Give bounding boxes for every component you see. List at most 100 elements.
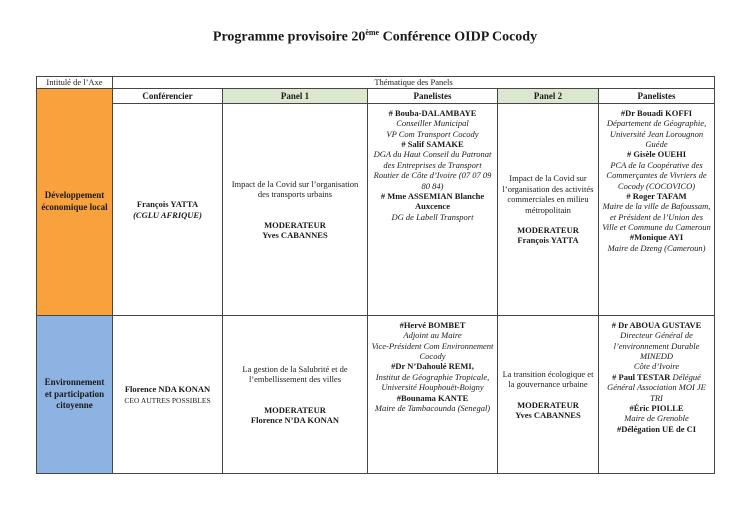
text-segment: La transition écologique et la gouvernan… — [502, 368, 594, 390]
text-segment: Département de Géographie, Université Je… — [606, 118, 707, 150]
text-segment: # Dr ABOUA GUSTAVE — [611, 320, 702, 330]
cell-panelistes-1-row1: # Bouba-DALAMBAYE Conseiller Municipal VP … — [367, 103, 498, 316]
program-table: Intitulé de l’Axe Thématique des Panels … — [36, 76, 716, 474]
text-line: # Roger TAFAM — [602, 191, 711, 201]
page-title-text: Programme provisoire 20 — [212, 29, 366, 45]
text-line: # Gisèle OUEHI — [602, 149, 711, 159]
cell-panel-1-row2: La gestion de la Salubrité et de l’embel… — [222, 315, 368, 474]
text-segment: Florence N’DA KONAN — [250, 414, 340, 425]
cell-panel-2-row2: La transition écologique et la gouvernan… — [497, 315, 599, 474]
text-line: (CGLU AFRIQUE) — [116, 210, 219, 220]
text-line: #Éric PIOLLE — [602, 403, 711, 413]
text-line: Directeur Général de l’environnement Dur… — [602, 330, 711, 351]
axis-cell-developpement-economique-local: Développement économique local — [36, 88, 113, 316]
cell-panelistes-1-row2: #Hervé BOMBET Adjoint au Maire Vice-Présid… — [367, 315, 498, 474]
text-segment: Impact de la Covid sur l’organisation de… — [502, 173, 594, 215]
text-line: #Dr Bouadi KOFFI — [602, 108, 711, 118]
text-segment: #Monique AYI — [629, 232, 684, 243]
text-line: MODERATEUR — [501, 400, 595, 410]
text-line: MODERATEUR — [226, 220, 364, 230]
text-line: # Bouba-DALAMBAYE — [371, 108, 494, 118]
text-line: Yves CABANNES — [226, 230, 364, 240]
page-title: Programme provisoire 20ème Conférence OI… — [0, 28, 750, 46]
cell-panel-2-row1: Impact de la Covid sur l’organisation de… — [497, 103, 599, 316]
cell-panelistes-2-row1: #Dr Bouadi KOFFI Département de Géographi… — [597, 103, 716, 316]
text-segment: #Délégation UE de CI — [616, 423, 697, 434]
table-row-developpement: François YATTA (CGLU AFRIQUE) Impact de la… — [37, 103, 716, 316]
text-segment: Yves CABANNES — [515, 409, 581, 420]
text-segment: PCA de la Coopérative des Commerçantes d… — [606, 159, 707, 191]
text-line: Florence N’DA KONAN — [226, 415, 364, 425]
text-line: VP Com Transport Cocody — [371, 129, 494, 139]
column-header-panel-2: Panel 2 — [497, 88, 599, 104]
text-line: Institut de Géographie Tropicale, Univer… — [371, 372, 494, 393]
text-line: #Hervé BOMBET — [371, 320, 494, 330]
text-segment: François YATTA — [517, 235, 579, 246]
text-segment: MINEDD — [639, 351, 674, 362]
text-segment: # Paul TESTAR — [612, 371, 673, 382]
blank-line — [226, 200, 364, 210]
text-line: Conseiller Municipal — [371, 118, 494, 128]
text-segment: Vice-Président Com Environnement Cocody — [371, 340, 494, 362]
column-header-panelistes-1: Panelistes — [367, 88, 498, 104]
text-segment: La gestion de la Salubrité et de l’embel… — [242, 363, 348, 385]
text-segment: Maire de la ville de Bafoussam, et Prési… — [602, 201, 711, 232]
text-segment: Adjoint au Maire — [403, 330, 462, 341]
text-line: MODERATEUR — [501, 225, 595, 235]
cell-conferencier-row2: Florence NDA KONAN CEO AUTRES POSSIBLES — [112, 315, 223, 474]
text-segment: Délégué Général Association MOI JE TRI — [607, 371, 706, 403]
page-title-superscript: ème — [365, 28, 380, 37]
text-segment: # Mme ASSEMIAN Blanche Auxcence — [380, 190, 485, 212]
text-segment: #Bounama KANTE — [396, 392, 469, 403]
text-segment: DG de Labell Transport — [391, 211, 474, 222]
text-line: #Monique AYI — [602, 232, 711, 242]
text-segment: Côte d’Ivoire — [633, 361, 680, 372]
text-segment: #Éric PIOLLE — [629, 402, 684, 413]
text-segment: Institut de Géographie Tropicale, Univer… — [375, 371, 490, 393]
text-segment: #Dr N’Dahoulé REMI, — [391, 361, 474, 372]
blank-line — [501, 390, 595, 400]
cell-panelistes-2-row2: # Dr ABOUA GUSTAVE Directeur Général de l… — [597, 315, 716, 474]
text-line: MODERATEUR — [226, 405, 364, 415]
text-line: DGA du Haut Conseil du Patronat des Entr… — [371, 149, 494, 190]
text-segment: Florence NDA KONAN — [124, 384, 211, 395]
axis-header-cell: Intitulé de l’Axe — [36, 76, 113, 89]
table-row-environnement: Environnement et participation citoyenne… — [36, 315, 716, 474]
text-segment: #Hervé BOMBET — [399, 320, 466, 330]
text-segment: MODERATEUR — [264, 404, 326, 415]
text-line: MINEDD — [602, 351, 711, 361]
text-segment: Directeur Général de l’environnement Dur… — [613, 330, 700, 351]
text-line: Impact de la Covid sur l’organisation de… — [226, 179, 364, 200]
text-segment: Maire de Tambacounda (Senegal) — [374, 402, 491, 413]
text-segment: # Gisèle OUEHI — [626, 149, 687, 160]
header-row-2: Développement économique local Conférenc… — [36, 88, 716, 316]
text-line: Maire de Dzeng (Cameroun) — [602, 243, 711, 253]
text-segment: Yves CABANNES — [262, 229, 328, 240]
text-line: Vice-Président Com Environnement Cocody — [371, 341, 494, 362]
text-segment: MODERATEUR — [264, 219, 326, 230]
text-segment: DGA du Haut Conseil du Patronat des Entr… — [373, 149, 492, 191]
text-line: Maire de la ville de Bafoussam, et Prési… — [602, 201, 711, 232]
text-line: DG de Labell Transport — [371, 212, 494, 222]
text-segment: # Salif SAMAKE — [401, 139, 464, 150]
text-line: Impact de la Covid sur l’organisation de… — [501, 173, 595, 214]
text-line: # Salif SAMAKE — [371, 139, 494, 149]
text-line: #Dr N’Dahoulé REMI, — [371, 361, 494, 371]
text-segment: # Bouba-DALAMBAYE — [388, 108, 477, 118]
text-line: # Mme ASSEMIAN Blanche Auxcence — [371, 191, 494, 212]
page-title-suffix: Conférence OIDP Cocody — [379, 29, 538, 45]
text-line: Adjoint au Maire — [371, 330, 494, 340]
text-segment: (CGLU AFRIQUE) — [133, 209, 202, 220]
text-line: CEO AUTRES POSSIBLES — [116, 395, 219, 405]
text-line: Florence NDA KONAN — [116, 384, 219, 394]
column-header-panelistes-2: Panelistes — [597, 88, 716, 104]
axis-cell-environnement-participation-citoyenne: Environnement et participation citoyenne — [36, 315, 113, 474]
text-line: # Dr ABOUA GUSTAVE — [602, 320, 711, 330]
cell-panel-1-row1: Impact de la Covid sur l’organisation de… — [222, 103, 368, 316]
text-line: Maire de Grenoble — [602, 413, 711, 423]
column-header-panel-1: Panel 1 — [222, 88, 368, 104]
blank-line — [226, 210, 364, 220]
text-line: François YATTA — [501, 235, 595, 245]
text-segment: # Roger TAFAM — [626, 190, 687, 201]
